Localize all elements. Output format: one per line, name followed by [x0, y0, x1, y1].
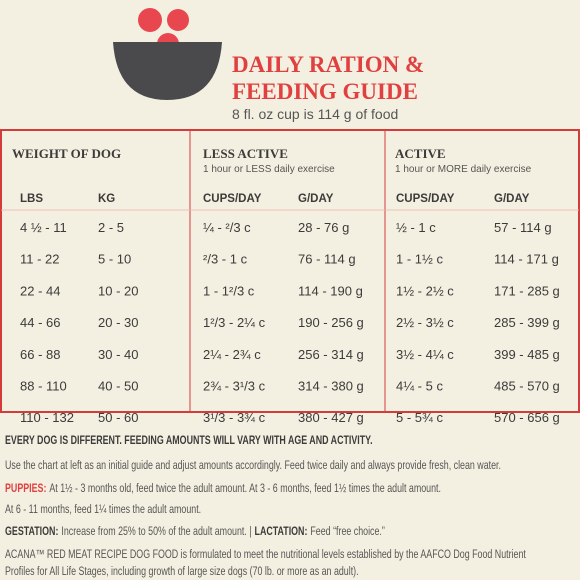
column-header: KG — [98, 193, 115, 205]
table-cell: 5 - 10 — [98, 252, 131, 267]
table-cell: 171 - 285 g — [494, 283, 560, 298]
group-title: ACTIVE — [395, 146, 446, 161]
puppies-label: PUPPIES: — [5, 482, 46, 496]
table-cell: 1 - 1²/3 c — [203, 283, 255, 298]
lactation-text: Feed “free choice.” — [310, 525, 385, 539]
table-body: LBS KG CUPS/DAY G/DAY CUPS/DAY G/DAY 4 ½ - 11 2… — [20, 193, 560, 425]
notes-intro: Use the chart at left as an initial guid… — [5, 459, 501, 473]
table-cell: 2 - 5 — [98, 220, 124, 235]
table-cell: 1²/3 - 2¼ c — [203, 315, 266, 330]
table-cell: 110 - 132 — [20, 410, 74, 425]
group-title: LESS ACTIVE — [203, 146, 288, 161]
acana-line: ACANA™ RED MEAT RECIPE DOG FOOD is formu… — [5, 548, 526, 562]
table-cell: 44 - 66 — [20, 315, 60, 330]
table-cell: 20 - 30 — [98, 315, 138, 330]
table-cell: 40 - 50 — [98, 379, 138, 394]
table-cell: 66 - 88 — [20, 347, 60, 362]
table-cell: ²/3 - 1 c — [203, 252, 248, 267]
table-cell: 50 - 60 — [98, 410, 138, 425]
table-cell: 5 - 5¾ c — [396, 410, 443, 425]
table-cell: 57 - 114 g — [494, 220, 552, 235]
puppies-line: PUPPIES: At 1½ - 3 months old, feed twice… — [5, 482, 441, 496]
notes: EVERY DOG IS DIFFERENT. FEEDING AMOUNTS … — [5, 434, 526, 579]
table-cell: 2¾ - 3¹/3 c — [203, 379, 266, 394]
table-cell: 2½ - 3½ c — [396, 315, 454, 330]
group-subtitle: 1 hour or MORE daily exercise — [395, 164, 532, 175]
bowl-icon — [113, 8, 222, 100]
table-cell: 10 - 20 — [98, 283, 138, 298]
table-cell: 2¼ - 2¾ c — [203, 347, 261, 362]
table-cell: 114 - 171 g — [494, 252, 559, 267]
table-cell: 4¼ - 5 c — [396, 379, 443, 394]
table-cell: ¼ - ²/3 c — [203, 220, 251, 235]
table-cell: 190 - 256 g — [298, 315, 364, 330]
column-header: G/DAY — [298, 193, 334, 205]
table-cell: 399 - 485 g — [494, 347, 560, 362]
column-header: CUPS/DAY — [396, 193, 455, 205]
table-cell: 88 - 110 — [20, 379, 67, 394]
table-frame — [0, 129, 580, 413]
table-cell: 3¹/3 - 3¾ c — [203, 410, 266, 425]
table-cell: 314 - 380 g — [298, 379, 364, 394]
table-cell: 1½ - 2½ c — [396, 283, 454, 298]
table-cell: 28 - 76 g — [298, 220, 349, 235]
title-line: FEEDING GUIDE — [232, 79, 418, 104]
group-title: WEIGHT OF DOG — [12, 146, 121, 161]
table-cell: 4 ½ - 11 — [20, 220, 67, 235]
table-cell: 114 - 190 g — [298, 283, 363, 298]
puppies-line: At 6 - 11 months, feed 1¼ times the adul… — [5, 503, 201, 517]
table-cell: 570 - 656 g — [494, 410, 560, 425]
title-line: DAILY RATION & — [232, 52, 424, 77]
puppies-text: At 1½ - 3 months old, feed twice the adu… — [49, 482, 441, 496]
table-cell: 485 - 570 g — [494, 379, 560, 394]
table-cell: 1 - 1½ c — [396, 252, 443, 267]
table-cell: 3½ - 4¼ c — [396, 347, 454, 362]
notes-heading: EVERY DOG IS DIFFERENT. FEEDING AMOUNTS … — [5, 434, 373, 448]
table-cell: 380 - 427 g — [298, 410, 364, 425]
column-header: LBS — [20, 193, 43, 205]
table-cell: 11 - 22 — [20, 252, 60, 267]
table-cell: 22 - 44 — [20, 283, 60, 298]
subtitle: 8 fl. oz cup is 114 g of food — [232, 106, 398, 122]
gestation-line: GESTATION: Increase from 25% to 50% of th… — [5, 525, 385, 539]
column-header: G/DAY — [494, 193, 530, 205]
gestation-label: GESTATION: — [5, 525, 58, 539]
group-subtitle: 1 hour or LESS daily exercise — [203, 164, 335, 175]
acana-line: Profiles for All Life Stages, including … — [5, 565, 359, 579]
column-header: CUPS/DAY — [203, 193, 262, 205]
table-cell: 76 - 114 g — [298, 252, 356, 267]
gestation-text: Increase from 25% to 50% of the adult am… — [61, 525, 251, 539]
lactation-label: LACTATION: — [255, 525, 308, 539]
table-cell: 256 - 314 g — [298, 347, 364, 362]
table-cell: 30 - 40 — [98, 347, 138, 362]
table-cell: ½ - 1 c — [396, 220, 436, 235]
table-cell: 285 - 399 g — [494, 315, 560, 330]
